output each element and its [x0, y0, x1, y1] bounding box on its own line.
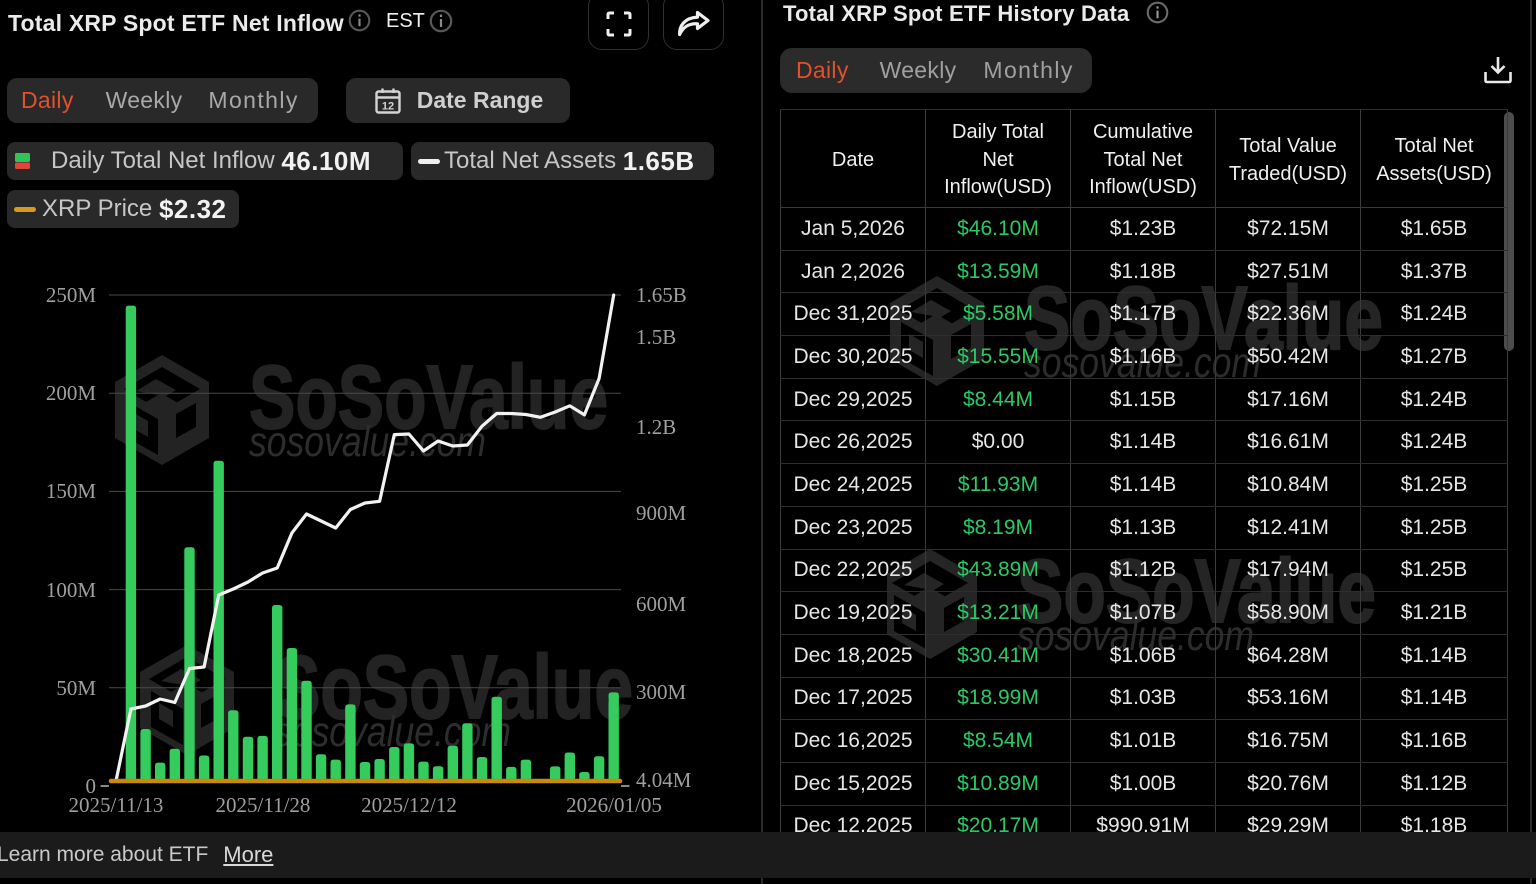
svg-text:1.65B: 1.65B: [636, 283, 687, 307]
svg-text:250M: 250M: [46, 283, 97, 307]
svg-text:4.04M: 4.04M: [636, 768, 692, 792]
svg-text:300M: 300M: [636, 680, 687, 704]
svg-text:600M: 600M: [636, 592, 687, 616]
svg-text:2026/01/05: 2026/01/05: [566, 793, 662, 817]
svg-text:900M: 900M: [636, 501, 687, 525]
svg-text:150M: 150M: [46, 479, 97, 503]
svg-text:12: 12: [382, 100, 394, 112]
svg-text:1.5B: 1.5B: [636, 325, 676, 349]
svg-text:2025/12/12: 2025/12/12: [361, 793, 457, 817]
svg-text:0: 0: [86, 774, 97, 798]
svg-text:1.2B: 1.2B: [636, 415, 676, 439]
svg-text:2025/11/13: 2025/11/13: [69, 793, 164, 817]
svg-text:200M: 200M: [46, 381, 97, 405]
svg-text:2025/11/28: 2025/11/28: [216, 793, 311, 817]
svg-text:100M: 100M: [46, 578, 97, 602]
svg-text:sosovalue.com: sosovalue.com: [249, 418, 486, 466]
svg-text:50M: 50M: [56, 676, 96, 700]
svg-text:SoSoValue: SoSoValue: [249, 348, 608, 448]
